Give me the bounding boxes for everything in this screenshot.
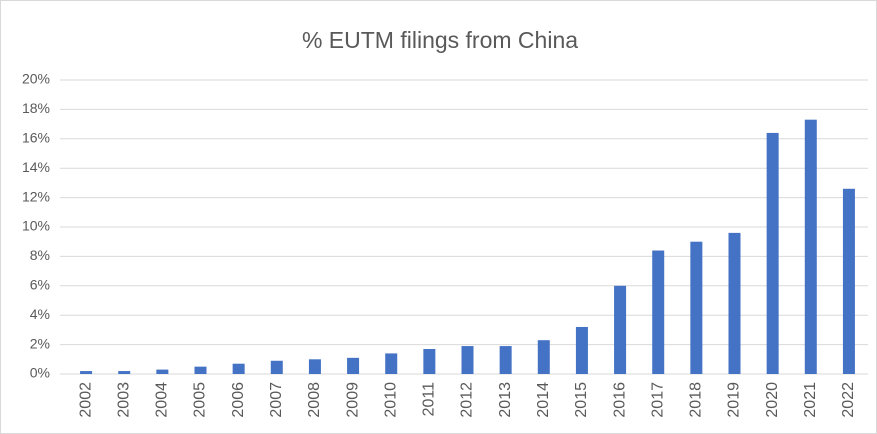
bar bbox=[194, 366, 207, 374]
y-tick-label: 6% bbox=[30, 277, 50, 293]
x-tick-label: 2020 bbox=[764, 382, 781, 418]
bar bbox=[652, 250, 665, 374]
y-tick-label: 18% bbox=[22, 100, 50, 116]
bar bbox=[842, 188, 855, 374]
y-tick-label: 20% bbox=[22, 71, 50, 87]
x-tick-label: 2011 bbox=[421, 382, 438, 417]
x-tick-label: 2007 bbox=[268, 382, 285, 418]
bar bbox=[690, 241, 703, 374]
x-tick-label: 2005 bbox=[192, 382, 209, 418]
bar bbox=[537, 340, 550, 374]
bar bbox=[347, 357, 360, 374]
y-tick-label: 12% bbox=[22, 188, 50, 204]
x-tick-label: 2015 bbox=[573, 382, 590, 418]
bar bbox=[423, 349, 436, 374]
x-tick-label: 2014 bbox=[535, 382, 552, 418]
bar bbox=[80, 371, 93, 374]
y-tick-label: 2% bbox=[30, 335, 50, 351]
bar bbox=[766, 132, 779, 374]
bar bbox=[385, 353, 398, 374]
y-tick-label: 16% bbox=[22, 130, 50, 146]
bar bbox=[804, 119, 817, 374]
x-tick-label: 2019 bbox=[726, 382, 743, 418]
bar bbox=[156, 369, 169, 374]
bar bbox=[270, 360, 283, 374]
bar bbox=[499, 346, 512, 374]
bar bbox=[118, 371, 131, 374]
bar bbox=[461, 346, 474, 374]
bar bbox=[575, 326, 588, 374]
y-tick-label: 10% bbox=[22, 218, 50, 234]
x-tick-label: 2003 bbox=[115, 382, 132, 418]
bar bbox=[308, 359, 321, 374]
x-tick-label: 2002 bbox=[77, 382, 94, 418]
x-tick-label: 2013 bbox=[497, 382, 514, 418]
x-tick-label: 2012 bbox=[459, 382, 476, 418]
x-tick-label: 2017 bbox=[649, 382, 666, 418]
x-tick-label: 2016 bbox=[611, 382, 628, 418]
x-tick-label: 2006 bbox=[230, 382, 247, 418]
x-tick-label: 2021 bbox=[802, 382, 819, 418]
bar bbox=[728, 232, 741, 374]
x-tick-label: 2004 bbox=[154, 382, 171, 418]
x-tick-label: 2018 bbox=[688, 382, 705, 418]
bar bbox=[232, 363, 245, 374]
chart-title: % EUTM filings from China bbox=[302, 27, 578, 53]
x-tick-label: 2022 bbox=[840, 382, 857, 418]
x-tick-label: 2009 bbox=[344, 382, 361, 418]
y-tick-label: 8% bbox=[30, 247, 50, 263]
x-tick-label: 2008 bbox=[306, 382, 323, 418]
y-tick-label: 4% bbox=[30, 306, 50, 322]
bar bbox=[614, 285, 627, 374]
y-tick-label: 0% bbox=[30, 365, 50, 381]
y-tick-label: 14% bbox=[22, 159, 50, 175]
x-tick-label: 2010 bbox=[382, 382, 399, 418]
